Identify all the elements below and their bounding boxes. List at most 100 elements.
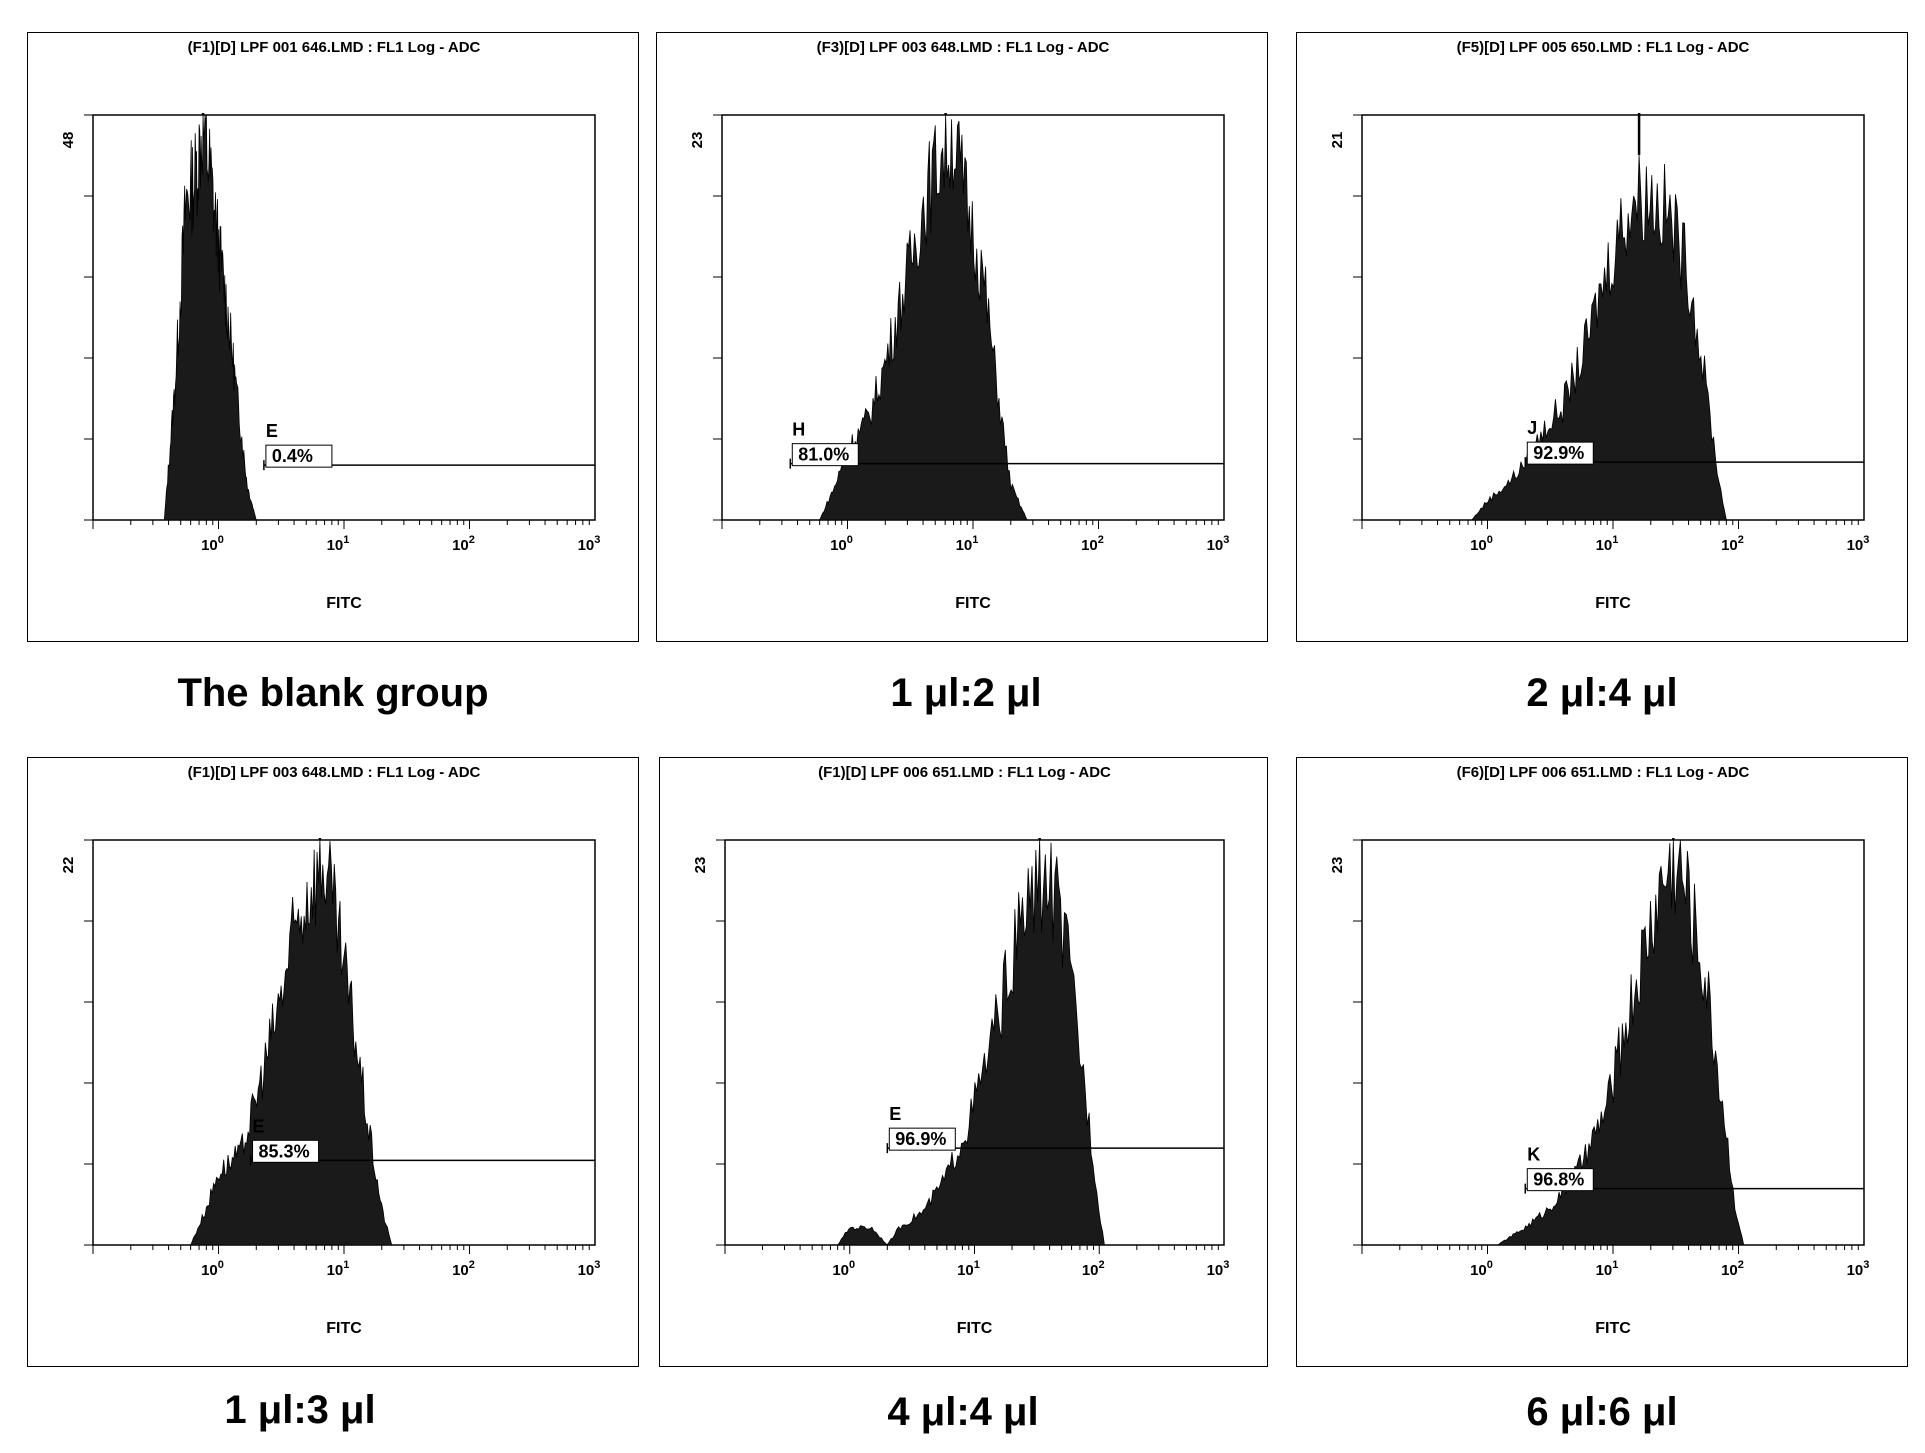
x-tick-exponent: 0 [1487,1259,1493,1271]
x-tick-label: 101 [327,1259,350,1279]
x-tick-label: 103 [578,1259,601,1279]
x-tick-exponent: 0 [218,1259,224,1271]
x-tick-exponent: 0 [1487,534,1493,546]
x-tick-exponent: 0 [849,1259,855,1271]
panel-caption: The blank group [177,671,489,715]
x-tick-label: 100 [1470,534,1493,554]
x-tick-label: 103 [1207,1259,1230,1279]
x-tick-label: 102 [452,1259,475,1279]
histogram-panel: (F3)[D] LPF 003 648.LMD : FL1 Log - ADC H… [656,32,1268,642]
x-tick-exponent: 3 [1223,534,1229,546]
x-tick-exponent: 1 [343,534,349,546]
gate-percent: 96.8% [1533,1170,1584,1190]
gate-percent-box [265,444,333,468]
y-max-label: 23 [689,132,706,149]
gate-percent-box [888,1127,956,1151]
gate-percent: 92.9% [1533,443,1584,463]
gate-percent: 0.4% [272,446,313,466]
gate-label: E [253,1116,265,1136]
y-max-label: 21 [1329,132,1346,149]
x-tick-label: 101 [1596,534,1619,554]
histogram-area [836,839,1105,1246]
x-tick-exponent: 3 [594,534,600,546]
panel-title: (F5)[D] LPF 005 650.LMD : FL1 Log - ADC [1457,39,1750,56]
panel-caption: 1 μl:3 μl [224,1388,376,1432]
histogram-panel: (F5)[D] LPF 005 650.LMD : FL1 Log - ADC J… [1296,32,1908,642]
x-tick-label: 103 [1207,534,1230,554]
panel-caption: 6 μl:6 μl [1526,1390,1678,1434]
x-tick-exponent: 1 [343,1259,349,1271]
panel-title: (F1)[D] LPF 003 648.LMD : FL1 Log - ADC [188,764,481,781]
x-tick-exponent: 2 [469,534,475,546]
x-axis-label: FITC [326,595,362,612]
panel-caption: 2 μl:4 μl [1526,671,1678,715]
x-axis-label: FITC [957,1320,993,1337]
x-tick-label: 101 [956,534,979,554]
x-tick-label: 102 [452,534,475,554]
gate-percent-box [791,443,859,467]
x-tick-label: 101 [1596,1259,1619,1279]
x-tick-exponent: 1 [972,534,978,546]
gate-label: E [266,421,278,441]
plot-frame [92,114,596,521]
x-tick-label: 102 [1082,1259,1105,1279]
x-tick-label: 102 [1081,534,1104,554]
gate-percent-box [1526,1168,1594,1192]
x-tick-exponent: 2 [469,1259,475,1271]
histogram-svg: (F6)[D] LPF 006 651.LMD : FL1 Log - ADC K… [1329,764,1870,1337]
y-max-label: 48 [60,132,77,149]
x-tick-label: 102 [1721,534,1744,554]
x-axis-label: FITC [1595,1320,1631,1337]
histogram-area [190,839,393,1246]
histogram-svg: (F1)[D] LPF 006 651.LMD : FL1 Log - ADC E… [692,764,1230,1337]
gate-label: J [1527,418,1537,438]
histogram-svg: (F1)[D] LPF 003 648.LMD : FL1 Log - ADC E… [60,764,601,1337]
x-tick-exponent: 2 [1738,534,1744,546]
gate-percent: 81.0% [798,445,849,465]
histogram-panel: (F1)[D] LPF 003 648.LMD : FL1 Log - ADC E… [27,757,639,1367]
gate-label: K [1527,1145,1540,1165]
y-max-label: 23 [692,857,709,874]
x-axis-label: FITC [955,595,991,612]
x-tick-exponent: 3 [1223,1259,1229,1271]
x-tick-exponent: 3 [594,1259,600,1271]
histogram-area [163,114,257,521]
x-tick-label: 103 [578,534,601,554]
panel-title: (F6)[D] LPF 006 651.LMD : FL1 Log - ADC [1457,764,1750,781]
gate-label: H [792,420,805,440]
x-tick-exponent: 2 [1098,534,1104,546]
y-max-label: 22 [60,857,77,874]
histogram-area [1470,154,1727,521]
histogram-area [1497,839,1745,1246]
x-tick-label: 102 [1721,1259,1744,1279]
panel-title: (F3)[D] LPF 003 648.LMD : FL1 Log - ADC [817,39,1110,56]
x-tick-label: 100 [201,534,224,554]
x-tick-exponent: 2 [1099,1259,1105,1271]
histogram-panel: (F1)[D] LPF 001 646.LMD : FL1 Log - ADC E… [27,32,639,642]
histogram-svg: (F3)[D] LPF 003 648.LMD : FL1 Log - ADC H… [689,39,1230,612]
x-tick-exponent: 1 [1612,1259,1618,1271]
x-tick-label: 100 [1470,1259,1493,1279]
x-tick-label: 100 [832,1259,855,1279]
gate-percent: 96.9% [895,1129,946,1149]
panel-caption: 4 μl:4 μl [887,1390,1039,1434]
x-tick-label: 101 [957,1259,980,1279]
x-axis-label: FITC [1595,595,1631,612]
x-tick-label: 101 [327,534,350,554]
x-tick-exponent: 3 [1863,534,1869,546]
x-tick-label: 100 [201,1259,224,1279]
x-tick-exponent: 1 [1612,534,1618,546]
panel-title: (F1)[D] LPF 006 651.LMD : FL1 Log - ADC [818,764,1111,781]
y-max-label: 23 [1329,857,1346,874]
x-tick-label: 103 [1847,1259,1870,1279]
x-tick-exponent: 2 [1738,1259,1744,1271]
panel-title: (F1)[D] LPF 001 646.LMD : FL1 Log - ADC [188,39,481,56]
gate-percent-box [1526,441,1594,465]
histogram-panel: (F6)[D] LPF 006 651.LMD : FL1 Log - ADC K… [1296,757,1908,1367]
x-tick-exponent: 3 [1863,1259,1869,1271]
x-axis-label: FITC [326,1320,362,1337]
x-tick-exponent: 0 [847,534,853,546]
x-tick-exponent: 1 [974,1259,980,1271]
histogram-panel: (F1)[D] LPF 006 651.LMD : FL1 Log - ADC E… [659,757,1268,1367]
gate-percent-box [252,1139,320,1163]
